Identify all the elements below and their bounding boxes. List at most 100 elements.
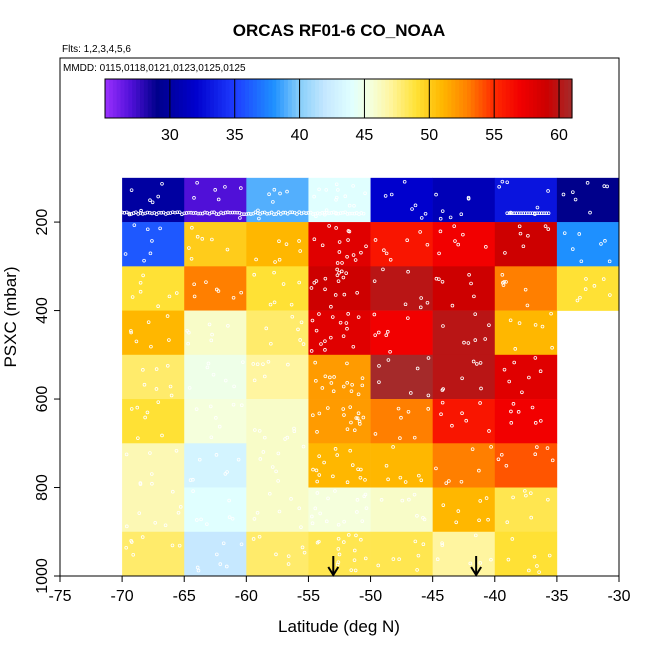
observation-point [327, 211, 331, 216]
observation-point [223, 472, 228, 476]
observation-point [195, 234, 200, 239]
x-tick-label: -60 [235, 588, 258, 605]
observation-point [359, 250, 363, 255]
observation-point [311, 413, 315, 417]
observation-point [140, 535, 145, 539]
latitude-markers [327, 556, 482, 577]
observation-point [478, 361, 483, 365]
observation-point [456, 509, 461, 513]
observation-point [163, 523, 168, 528]
observation-point [209, 435, 214, 440]
observation-point [533, 356, 538, 360]
observation-point [257, 534, 262, 539]
observation-point [134, 210, 138, 215]
colorbar-segment [439, 79, 445, 118]
observation-point [561, 192, 566, 197]
colorbar-segment [229, 79, 235, 118]
observation-point [537, 570, 541, 574]
observation-point [177, 543, 182, 548]
heatmap-cell [246, 354, 309, 400]
observation-point [192, 294, 197, 299]
observation-point [198, 211, 203, 216]
x-axis: -75 -70 -65 -60 -55 -50 -45 -40 -35 -30 [48, 575, 631, 605]
observation-point [312, 280, 317, 285]
observation-point [145, 227, 150, 232]
observation-point [322, 460, 326, 465]
observation-point [227, 498, 231, 503]
observation-point [489, 557, 493, 562]
observation-point [223, 378, 228, 383]
observation-point [272, 270, 276, 275]
observation-point [192, 282, 196, 287]
colorbar-segment [416, 79, 421, 118]
observation-point [514, 211, 519, 216]
colorbar-segment [560, 79, 565, 118]
observation-point [364, 506, 369, 510]
observation-point [156, 304, 160, 309]
observation-point [313, 211, 318, 216]
observation-point [191, 211, 196, 215]
observation-point [441, 503, 446, 507]
colorbar-segment [175, 79, 180, 118]
observation-point [459, 212, 464, 216]
heatmap-cell [556, 222, 620, 267]
observation-point [406, 269, 410, 274]
heatmap-cell [122, 399, 185, 444]
observation-point [456, 242, 461, 247]
observation-point [418, 305, 423, 310]
observation-point [272, 187, 277, 192]
observation-point [333, 447, 338, 451]
colorbar-segment [354, 79, 359, 118]
colorbar-segment [140, 79, 145, 118]
colorbar-segment [116, 79, 122, 118]
heatmap-cell [184, 177, 247, 223]
observation-point [419, 216, 424, 220]
observation-point [342, 413, 346, 417]
observation-point [191, 477, 195, 482]
observation-point [519, 211, 523, 216]
colorbar-segment [143, 79, 149, 118]
observation-point [391, 445, 395, 449]
observation-point [194, 407, 199, 411]
observation-point [187, 210, 191, 215]
observation-point [329, 211, 334, 215]
observation-point [460, 411, 464, 416]
heatmap-cell [122, 443, 185, 488]
colorbar-segment [459, 79, 464, 118]
observation-point [314, 468, 319, 473]
colorbar-border [104, 78, 573, 119]
observation-point [535, 445, 539, 449]
heatmap-cell [556, 266, 620, 311]
observation-point [187, 246, 191, 250]
observation-point [296, 327, 300, 332]
observation-point [342, 540, 346, 544]
observation-point [363, 492, 368, 497]
heatmap-cell [432, 399, 496, 444]
observation-point [264, 326, 269, 331]
observation-point [289, 497, 293, 501]
observation-point [150, 481, 154, 486]
colorbar-segment [463, 79, 468, 118]
observation-point [288, 210, 292, 215]
observation-point [473, 312, 477, 316]
observation-point [273, 260, 277, 264]
colorbar-segment [389, 79, 394, 118]
colorbar-segment [533, 79, 538, 118]
observation-point [148, 451, 152, 455]
observation-point [266, 360, 271, 364]
observation-point [345, 480, 350, 484]
observation-point [499, 452, 504, 457]
observation-point [440, 543, 445, 547]
observation-point [509, 409, 513, 414]
observation-point [352, 428, 357, 433]
observation-point [217, 424, 222, 429]
observation-point [453, 239, 457, 243]
colorbar-segment [498, 79, 503, 118]
observation-point [348, 448, 352, 453]
heatmap-cell [494, 531, 558, 577]
observation-point [210, 237, 214, 242]
observation-point [276, 479, 280, 483]
observation-point [233, 210, 237, 215]
observation-point [225, 247, 230, 252]
observation-point [523, 489, 527, 493]
